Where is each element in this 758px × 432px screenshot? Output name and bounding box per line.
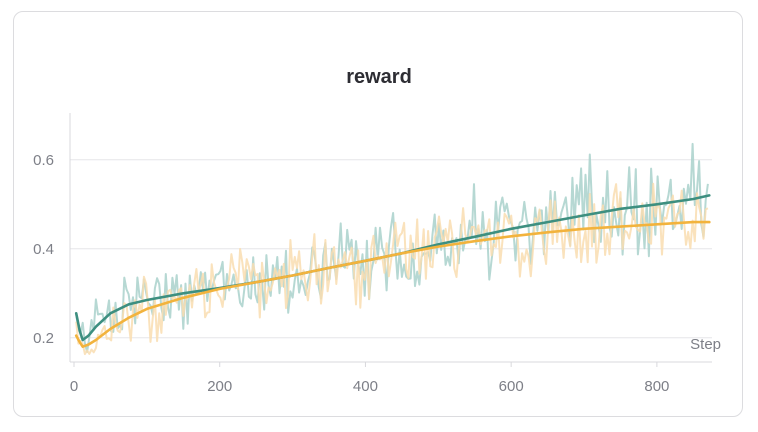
x-tick-label: 400	[353, 378, 378, 395]
x-tick-label: 800	[644, 378, 669, 395]
y-tick-label: 0.6	[33, 152, 54, 169]
x-axis-label: Step	[690, 336, 721, 353]
axis-ticks: 0.2 0.4 0.6 0 200 400 600 800	[33, 152, 669, 395]
y-tick-label: 0.2	[33, 330, 54, 347]
smoothed-series-lines	[74, 194, 711, 349]
smoothed-series-line	[74, 220, 711, 349]
chart-title: reward	[346, 66, 412, 88]
y-tick-label: 0.4	[33, 241, 54, 258]
x-tick-label: 0	[70, 378, 78, 395]
x-tick-label: 600	[499, 378, 524, 395]
x-tick-label: 200	[207, 378, 232, 395]
